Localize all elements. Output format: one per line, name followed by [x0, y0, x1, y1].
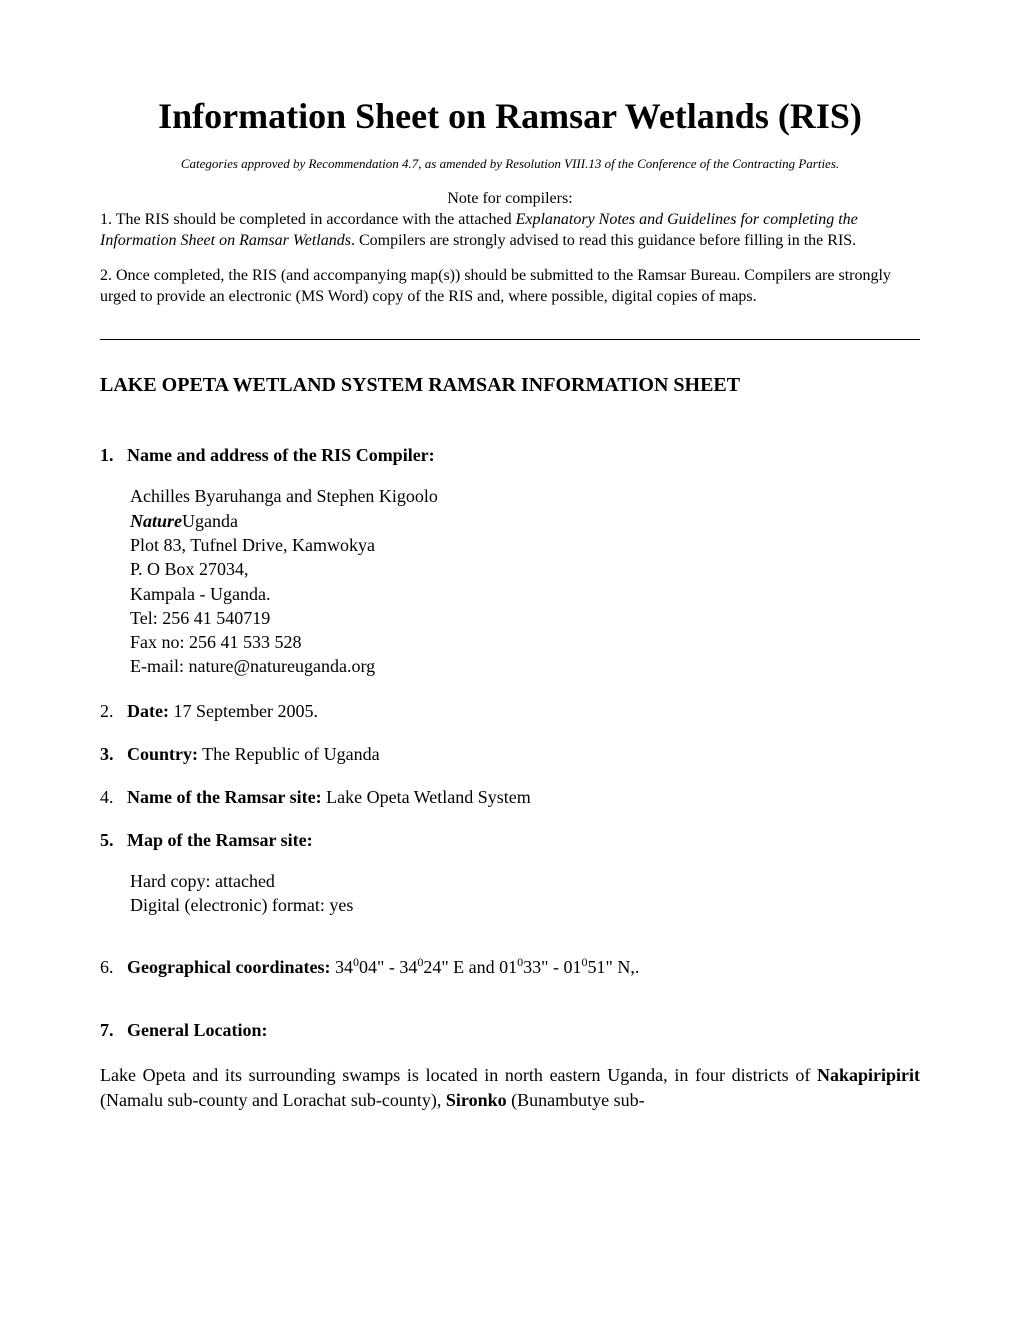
- note-header: Note for compilers:: [100, 190, 920, 208]
- section-3: 3. Country: The Republic of Uganda: [100, 744, 920, 765]
- s6-v5: 51" N,.: [588, 957, 640, 977]
- s7-p1a: Lake Opeta and its surrounding swamps is…: [100, 1065, 817, 1085]
- subtitle: Categories approved by Recommendation 4.…: [100, 156, 920, 172]
- s4-label: Name of the Ramsar site:: [127, 787, 322, 807]
- s1-label: Name and address of the RIS Compiler:: [127, 445, 435, 465]
- compiler-org: NatureUganda: [130, 509, 920, 533]
- section-2: 2. Date: 17 September 2005.: [100, 701, 920, 722]
- compiler-addr1: Plot 83, Tufnel Drive, Kamwokya: [130, 533, 920, 557]
- s6-v1: 34: [330, 957, 353, 977]
- map-block: Hard copy: attached Digital (electronic)…: [100, 869, 920, 918]
- s2-value: 17 September 2005.: [169, 701, 318, 721]
- section-7-label: 7. General Location:: [100, 1020, 920, 1041]
- sheet-heading: LAKE OPETA WETLAND SYSTEM RAMSAR INFORMA…: [100, 374, 920, 397]
- s4-value: Lake Opeta Wetland System: [322, 787, 531, 807]
- s3-label: Country:: [127, 744, 198, 764]
- section-1-label: 1. Name and address of the RIS Compiler:: [100, 445, 920, 466]
- s5-label: Map of the Ramsar site:: [127, 830, 313, 850]
- s6-v2: 04" - 34: [359, 957, 417, 977]
- s6-label: Geographical coordinates:: [127, 957, 330, 977]
- s6-v4: 33" - 01: [523, 957, 581, 977]
- compiler-block: Achilles Byaruhanga and Stephen Kigoolo …: [100, 484, 920, 678]
- compiler-name: Achilles Byaruhanga and Stephen Kigoolo: [130, 484, 920, 508]
- note-1-prefix: 1. The RIS should be completed in accord…: [100, 211, 516, 228]
- s3-number: 3.: [100, 744, 114, 764]
- note-2: 2. Once completed, the RIS (and accompan…: [100, 266, 920, 308]
- org-bold: Nature: [130, 511, 182, 531]
- s5-number: 5.: [100, 830, 114, 850]
- s7-number: 7.: [100, 1020, 114, 1040]
- compiler-tel: Tel: 256 41 540719: [130, 606, 920, 630]
- s4-number: 4.: [100, 787, 114, 807]
- s6-number: 6.: [100, 957, 114, 977]
- s7-p1d: Sironko: [446, 1090, 507, 1110]
- map-line1: Hard copy: attached: [130, 869, 920, 893]
- s7-p1b: Nakapiripirit: [817, 1065, 920, 1085]
- compiler-addr2: P. O Box 27034,: [130, 557, 920, 581]
- s7-p1c: (Namalu sub-county and Lorachat sub-coun…: [100, 1090, 446, 1110]
- s7-label: General Location:: [127, 1020, 267, 1040]
- s2-number: 2.: [100, 701, 114, 721]
- compiler-email: E-mail: nature@natureuganda.org: [130, 654, 920, 678]
- s1-number: 1.: [100, 445, 114, 466]
- s6-v3: 24" E and 01: [423, 957, 517, 977]
- section-5-label: 5. Map of the Ramsar site:: [100, 830, 920, 851]
- compiler-addr3: Kampala - Uganda.: [130, 582, 920, 606]
- divider: [100, 339, 920, 340]
- s3-value: The Republic of Uganda: [198, 744, 380, 764]
- page-title: Information Sheet on Ramsar Wetlands (RI…: [100, 95, 920, 138]
- map-line2: Digital (electronic) format: yes: [130, 893, 920, 917]
- compiler-fax: Fax no: 256 41 533 528: [130, 630, 920, 654]
- note-1: 1. The RIS should be completed in accord…: [100, 210, 920, 252]
- note-1-suffix: . Compilers are strongly advised to read…: [351, 232, 856, 249]
- section-6: 6. Geographical coordinates: 34004" - 34…: [100, 955, 920, 978]
- s7-p1e: (Bunambutye sub-: [507, 1090, 645, 1110]
- org-rest: Uganda: [182, 511, 238, 531]
- section-4: 4. Name of the Ramsar site: Lake Opeta W…: [100, 787, 920, 808]
- section-7-body: Lake Opeta and its surrounding swamps is…: [100, 1063, 920, 1112]
- s2-label: Date:: [127, 701, 169, 721]
